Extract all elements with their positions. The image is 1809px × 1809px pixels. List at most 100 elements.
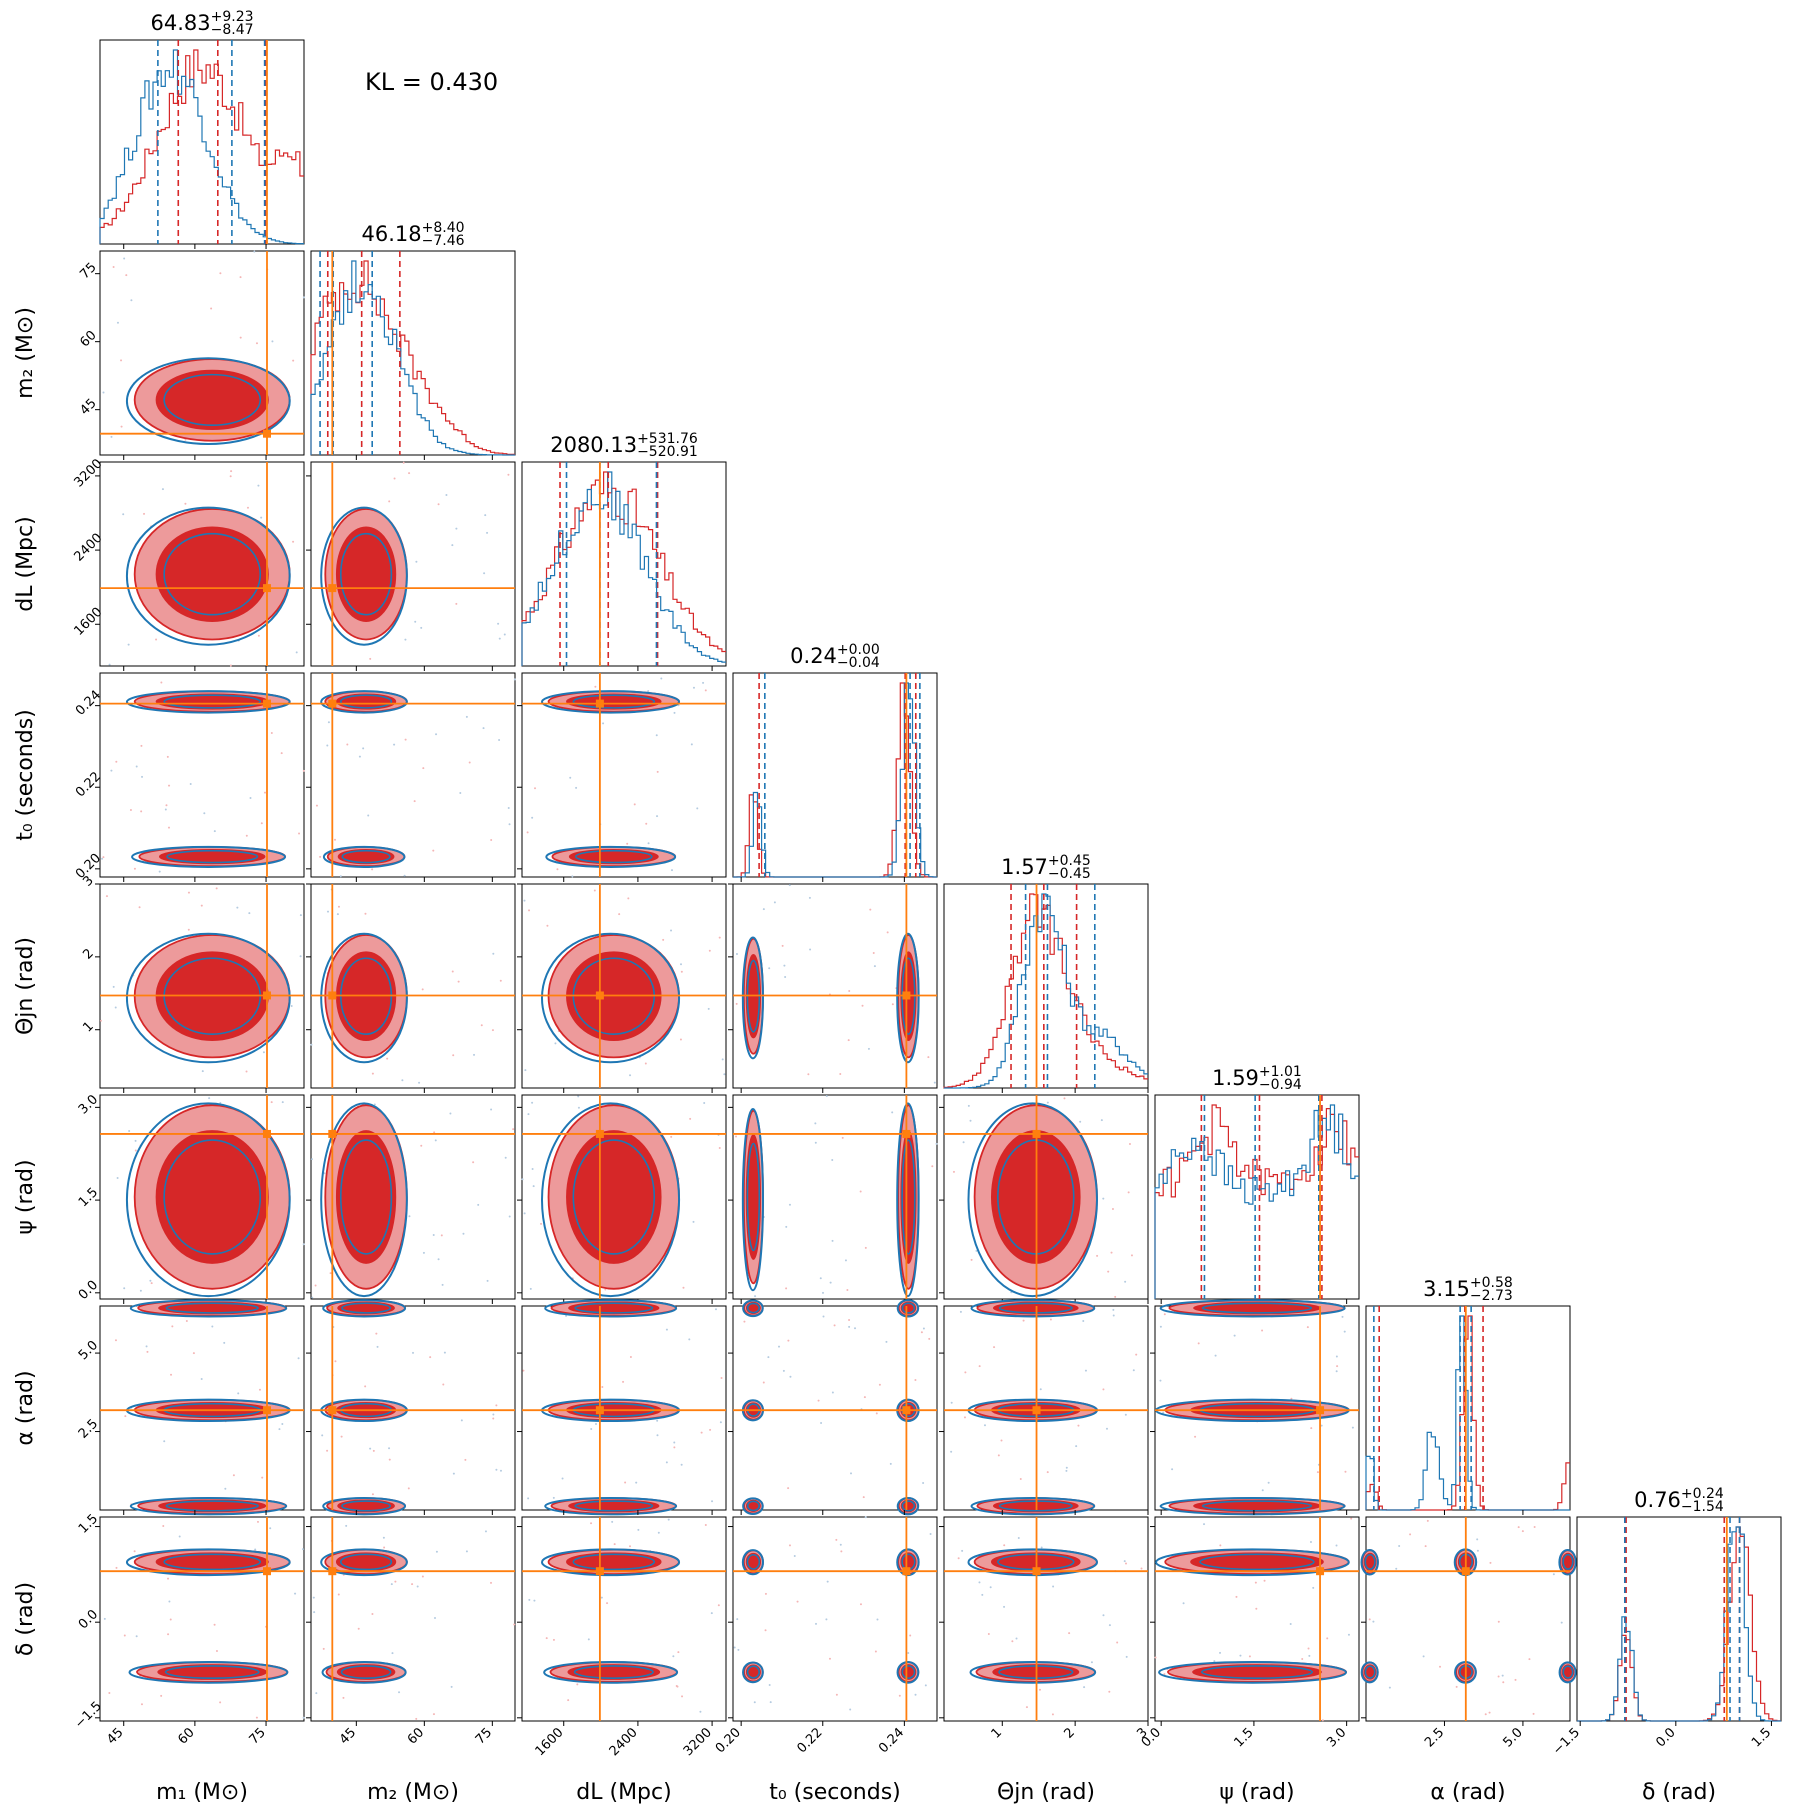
scatter-point xyxy=(819,1277,822,1280)
scatter-point xyxy=(326,744,329,747)
scatter-point xyxy=(662,938,665,941)
flow-contour-outer xyxy=(969,1660,1097,1684)
scatter-point xyxy=(534,787,537,790)
scatter-point xyxy=(677,1651,680,1654)
scatter-point xyxy=(528,909,531,912)
scatter-point xyxy=(1484,1713,1487,1716)
scatter-point xyxy=(787,1487,790,1490)
scatter-point xyxy=(416,1585,419,1588)
scatter-point xyxy=(484,514,487,517)
flow-contour-outer xyxy=(540,690,681,714)
scatter-point xyxy=(1102,1614,1105,1617)
scatter-point xyxy=(433,1617,436,1620)
scatter-point xyxy=(528,1598,531,1601)
scatter-point xyxy=(629,1074,632,1077)
scatter-point xyxy=(613,1543,616,1546)
scatter-point xyxy=(767,1356,770,1359)
joint-panel-m2-m1: 45 60 75 xyxy=(77,250,305,460)
scatter-point xyxy=(388,1447,391,1450)
scatter-point xyxy=(606,1602,609,1605)
scatter-point xyxy=(108,1692,111,1695)
marginal-title-minus: −0.45 xyxy=(1048,866,1091,882)
scatter-point xyxy=(440,1234,443,1237)
scatter-point xyxy=(1025,1706,1028,1709)
scatter-point xyxy=(602,722,605,725)
scatter-point xyxy=(707,1007,710,1010)
scatter-point xyxy=(922,1327,925,1330)
scatter-point xyxy=(1514,1678,1517,1681)
scatter-point xyxy=(421,988,424,991)
scatter-point xyxy=(187,891,190,894)
reference-contour-inner xyxy=(745,1664,761,1680)
flow-contour-inner xyxy=(339,694,393,709)
scatter-point xyxy=(667,1518,670,1521)
scatter-point xyxy=(933,1081,936,1084)
scatter-point xyxy=(817,1399,820,1402)
scatter-point xyxy=(376,1345,379,1348)
scatter-point xyxy=(219,1701,222,1704)
scatter-point xyxy=(232,1474,235,1477)
scatter-point xyxy=(624,1481,627,1484)
scatter-point xyxy=(1124,1280,1127,1283)
flow-contour-inner xyxy=(574,1302,654,1314)
flow-contour-inner xyxy=(339,532,393,616)
reference-contour-inner xyxy=(900,1301,917,1315)
scatter-point xyxy=(249,796,252,799)
scatter-point xyxy=(1395,1567,1398,1570)
flow-contour-outer xyxy=(320,1548,408,1577)
x-tick-label: 75 xyxy=(473,1725,495,1747)
scatter-point xyxy=(270,732,273,735)
scatter-point xyxy=(404,738,407,741)
marginal-title-minus: −2.73 xyxy=(1470,1288,1513,1304)
scatter-point xyxy=(644,1062,647,1065)
scatter-point xyxy=(140,810,143,813)
marginal-title: 46.18+8.40 xyxy=(361,220,464,246)
scatter-point xyxy=(150,1282,153,1285)
scatter-point xyxy=(473,1053,476,1056)
flow-contour-outer xyxy=(544,1496,678,1516)
scatter-point xyxy=(978,1365,981,1368)
scatter-point xyxy=(733,1646,736,1649)
scatter-point xyxy=(411,1583,414,1586)
scatter-point xyxy=(898,1694,901,1697)
scatter-point xyxy=(441,1283,444,1286)
flow-contour-inner xyxy=(340,1665,392,1679)
panel-frame xyxy=(99,1516,305,1722)
scatter-point xyxy=(236,906,239,909)
scatter-point xyxy=(1261,1489,1264,1492)
scatter-point xyxy=(464,1458,467,1461)
scatter-point xyxy=(239,276,242,279)
scatter-point xyxy=(393,743,396,746)
scatter-point xyxy=(358,755,361,758)
scatter-point xyxy=(1439,1665,1442,1668)
scatter-point xyxy=(867,1047,870,1050)
scatter-point xyxy=(339,875,342,878)
scatter-point xyxy=(673,1446,676,1449)
scatter-point xyxy=(357,1627,360,1630)
truth-marker xyxy=(1461,1567,1470,1576)
joint-panel-alpha-psi xyxy=(1150,1299,1360,1516)
scatter-point xyxy=(1116,1641,1119,1644)
y-tick-label: 2 xyxy=(80,946,96,962)
scatter-point xyxy=(390,1583,393,1586)
scatter-point xyxy=(854,1327,857,1330)
scatter-point xyxy=(1335,1544,1338,1547)
scatter-point xyxy=(102,391,105,394)
scatter-point xyxy=(112,985,115,988)
scatter-point xyxy=(527,1497,530,1500)
truth-marker xyxy=(595,1567,604,1576)
scatter-point xyxy=(1082,1320,1085,1323)
scatter-point xyxy=(1326,1637,1329,1640)
truth-marker xyxy=(262,429,271,438)
y-axis-label: dL (Mpc) xyxy=(13,516,38,611)
scatter-point xyxy=(133,1550,136,1553)
scatter-point xyxy=(203,812,206,815)
scatter-point xyxy=(383,1546,386,1549)
flow-contour-outer xyxy=(896,932,920,1064)
flow-contour-outer xyxy=(322,1299,407,1318)
scatter-point xyxy=(1372,1620,1375,1623)
flow-contour-inner xyxy=(163,532,262,616)
truth-marker xyxy=(1032,1567,1041,1576)
scatter-point xyxy=(721,1058,724,1061)
scatter-point xyxy=(552,1638,555,1641)
